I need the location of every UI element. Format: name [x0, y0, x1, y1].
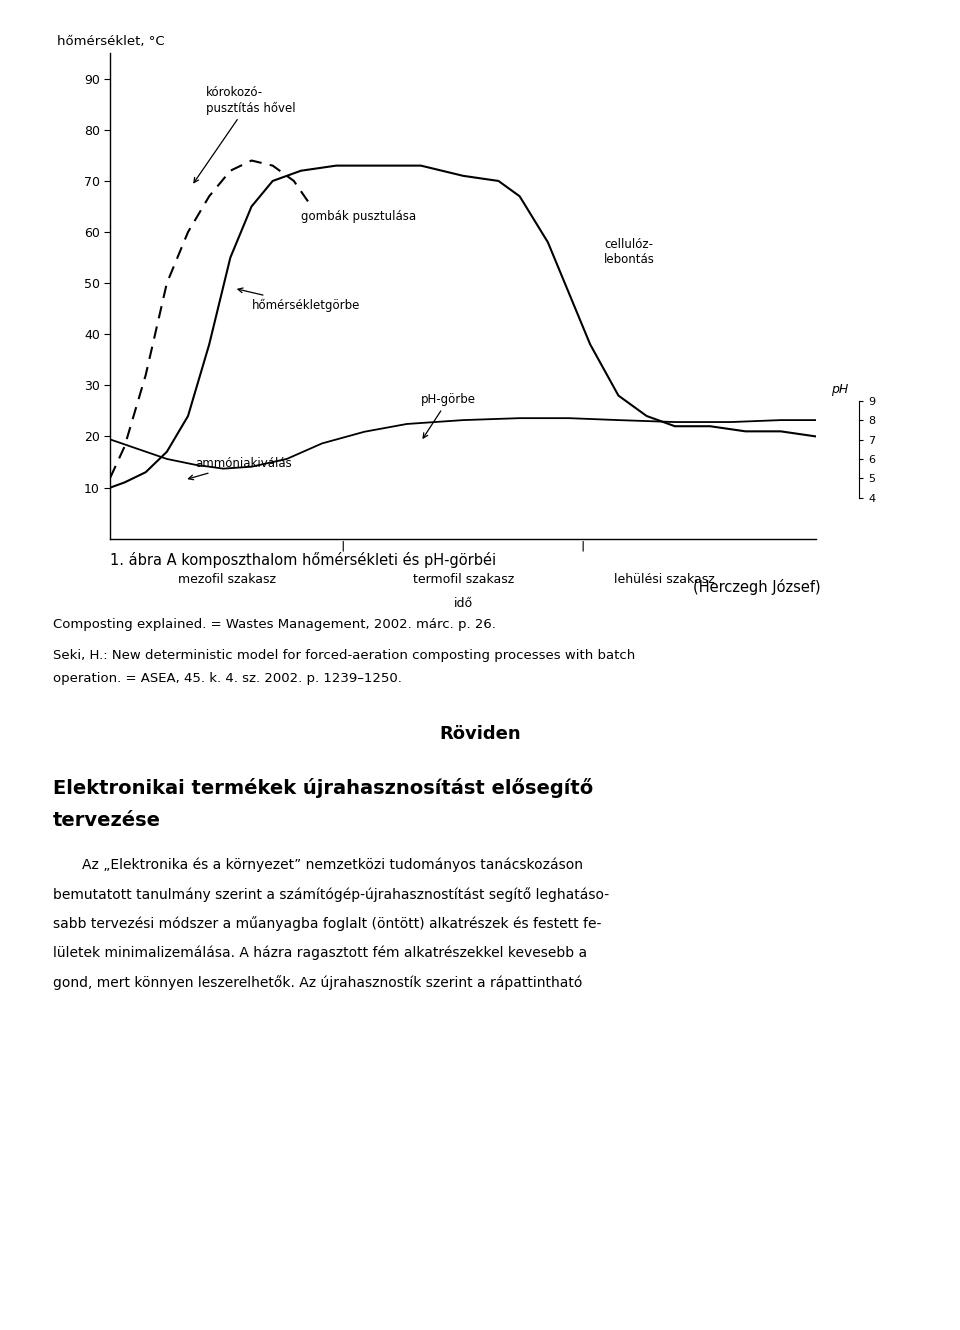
Text: Seki, H.: New deterministic model for forced-aeration composting processes with : Seki, H.: New deterministic model for fo…	[53, 649, 636, 662]
Text: bemutatott tanulmány szerint a számítógép-újrahasznostítást segítő leghatáso-: bemutatott tanulmány szerint a számítógé…	[53, 887, 609, 902]
Text: operation. = ASEA, 45. k. 4. sz. 2002. p. 1239–1250.: operation. = ASEA, 45. k. 4. sz. 2002. p…	[53, 672, 401, 685]
Text: idő: idő	[454, 597, 472, 610]
Text: lületek minimalizemálása. A házra ragasztott fém alkatrészekkel kevesebb a: lületek minimalizemálása. A házra ragasz…	[53, 946, 587, 960]
Text: 1. ábra A komposzthalom hőmérsékleti és pH-görbéi: 1. ábra A komposzthalom hőmérsékleti és …	[110, 552, 496, 568]
Text: mezofil szakasz: mezofil szakasz	[178, 573, 276, 585]
Text: (Herczegh József): (Herczegh József)	[693, 579, 821, 595]
Text: termofil szakasz: termofil szakasz	[413, 573, 514, 585]
Text: ammóniakiválás: ammóniakiválás	[188, 456, 292, 480]
Text: hőmérsékletgörbe: hőmérsékletgörbe	[238, 289, 360, 311]
Text: hőmérséklet, °C: hőmérséklet, °C	[58, 36, 165, 48]
Text: kórokozó-
pusztítás hővel: kórokozó- pusztítás hővel	[194, 86, 296, 182]
Text: Röviden: Röviden	[439, 725, 521, 743]
Text: Az „Elektronika és a környezet” nemzetközi tudományos tanácskozáson: Az „Elektronika és a környezet” nemzetkö…	[82, 858, 583, 872]
Text: lehülési szakasz: lehülési szakasz	[614, 573, 714, 585]
Text: Composting explained. = Wastes Management, 2002. márc. p. 26.: Composting explained. = Wastes Managemen…	[53, 618, 495, 632]
Text: gond, mert könnyen leszerelhetők. Az újrahasznostík szerint a rápattintható: gond, mert könnyen leszerelhetők. Az újr…	[53, 975, 582, 990]
Text: pH: pH	[831, 383, 849, 396]
Text: Elektronikai termékek újrahasznosítást elősegítő: Elektronikai termékek újrahasznosítást e…	[53, 778, 593, 798]
Text: gombák pusztulása: gombák pusztulása	[300, 210, 416, 223]
Text: tervezése: tervezése	[53, 811, 161, 830]
Text: sabb tervezési módszer a műanyagba foglalt (öntött) alkatrészek és festett fe-: sabb tervezési módszer a műanyagba fogla…	[53, 916, 601, 931]
Text: cellulóz-
lebontás: cellulóz- lebontás	[605, 238, 655, 266]
Text: pH-görbe: pH-görbe	[420, 392, 476, 438]
